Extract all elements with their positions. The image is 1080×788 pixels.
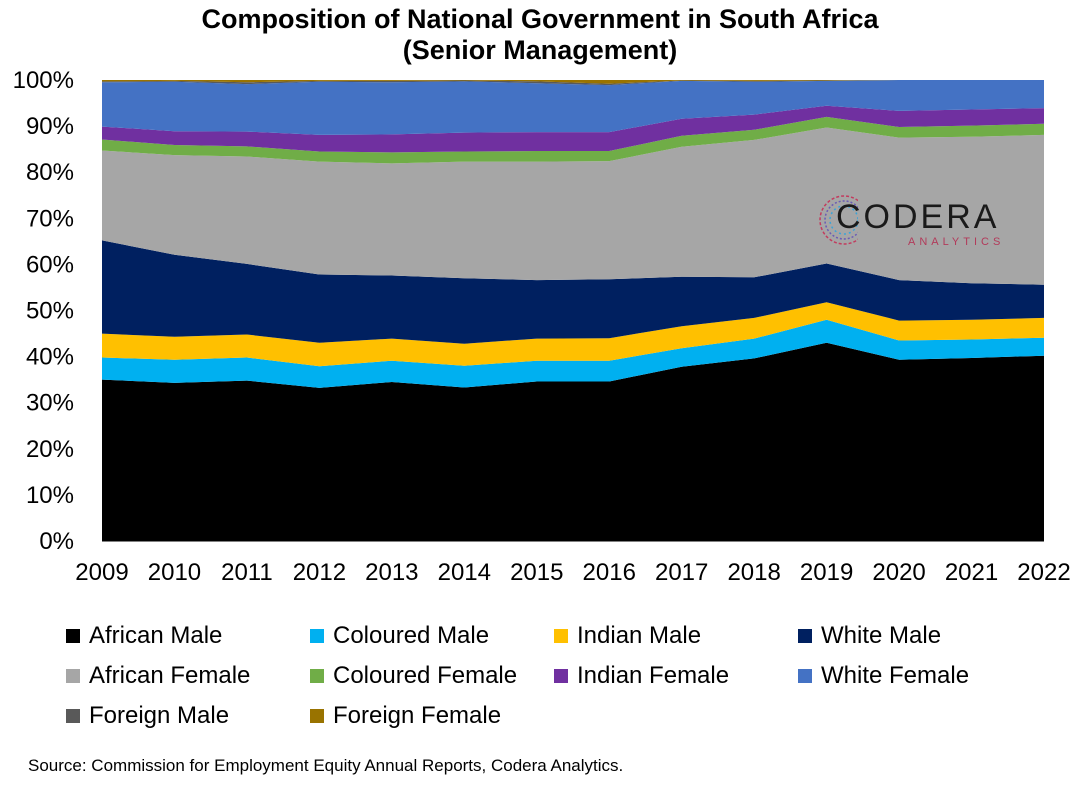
legend-item: Coloured Female	[310, 662, 517, 690]
y-tick-label: 90%	[26, 113, 74, 140]
legend-swatch	[310, 629, 324, 643]
title-line-2: (Senior Management)	[402, 35, 678, 65]
y-tick-label: 30%	[26, 390, 74, 417]
legend-label: African Male	[89, 622, 223, 649]
area-white-male	[102, 240, 1044, 344]
y-tick-label: 80%	[26, 159, 74, 186]
legend-swatch	[66, 709, 80, 723]
x-tick-label: 2010	[148, 559, 201, 586]
x-tick-label: 2022	[1017, 559, 1070, 586]
x-tick-label: 2016	[583, 559, 636, 586]
legend-item: Foreign Female	[310, 702, 501, 730]
legend-item: Coloured Male	[310, 622, 489, 650]
y-tick-label: 100%	[13, 67, 74, 94]
x-tick-label: 2013	[365, 559, 418, 586]
area-foreign-male	[102, 80, 1044, 86]
x-tick-label: 2012	[293, 559, 346, 586]
legend-label: Indian Female	[577, 662, 730, 689]
x-tick-label: 2014	[438, 559, 491, 586]
y-tick-label: 10%	[26, 482, 74, 509]
legend-swatch	[310, 709, 324, 723]
chart-title: Composition of National Government in So…	[0, 4, 1080, 66]
legend-swatch	[554, 629, 568, 643]
logo-mark-icon	[819, 195, 858, 245]
legend-item: Indian Female	[554, 662, 729, 690]
area-african-male	[102, 342, 1044, 541]
x-tick-label: 2019	[800, 559, 853, 586]
x-tick-label: 2017	[655, 559, 708, 586]
x-tick-label: 2020	[872, 559, 925, 586]
y-tick-label: 40%	[26, 344, 74, 371]
legend-item: White Male	[798, 622, 941, 650]
y-tick-label: 0%	[39, 528, 74, 555]
legend-item: White Female	[798, 662, 969, 690]
area-coloured-male	[102, 319, 1044, 388]
legend-swatch	[798, 669, 812, 683]
legend-swatch	[66, 629, 80, 643]
legend-label: Foreign Male	[89, 702, 230, 729]
area-coloured-female	[102, 116, 1044, 164]
legend-label: Foreign Female	[333, 702, 502, 729]
x-tick-label: 2011	[221, 559, 273, 586]
y-tick-label: 60%	[26, 251, 74, 278]
legend-item: Foreign Male	[66, 702, 229, 730]
x-tick-label: 2021	[945, 559, 998, 586]
legend-item: African Female	[66, 662, 250, 690]
legend-item: Indian Male	[554, 622, 701, 650]
legend-label: White Male	[821, 622, 942, 649]
legend-swatch	[66, 669, 80, 683]
x-tick-label: 2018	[727, 559, 780, 586]
logo-sub: ANALYTICS	[908, 236, 1005, 248]
area-foreign-female	[102, 80, 1044, 84]
y-tick-label: 50%	[26, 298, 74, 325]
legend-swatch	[798, 629, 812, 643]
y-tick-label: 20%	[26, 436, 74, 463]
legend-item: African Male	[66, 622, 222, 650]
area-african-female	[102, 127, 1044, 285]
logo-name: CODERA	[836, 198, 1000, 236]
codera-logo: CODERA ANALYTICS	[818, 190, 1018, 254]
y-tick-label: 70%	[26, 205, 74, 232]
legend-label: African Female	[89, 662, 251, 689]
x-tick-label: 2015	[510, 559, 563, 586]
legend-label: Coloured Male	[333, 622, 490, 649]
legend-label: White Female	[821, 662, 970, 689]
legend-swatch	[310, 669, 324, 683]
area-indian-male	[102, 302, 1044, 367]
title-line-1: Composition of National Government in So…	[201, 4, 879, 34]
stacked-area-chart: 0% 10% 20% 30% 40% 50% 60% 70% 80% 90% 100% 2009 201…	[13, 67, 1071, 586]
legend-swatch	[554, 669, 568, 683]
legend-label: Indian Male	[577, 622, 702, 649]
legend-label: Coloured Female	[333, 662, 518, 689]
x-tick-label: 2009	[75, 559, 128, 586]
source-note: Source: Commission for Employment Equity…	[28, 756, 624, 775]
area-indian-female	[102, 105, 1044, 153]
area-white-female	[102, 80, 1044, 135]
